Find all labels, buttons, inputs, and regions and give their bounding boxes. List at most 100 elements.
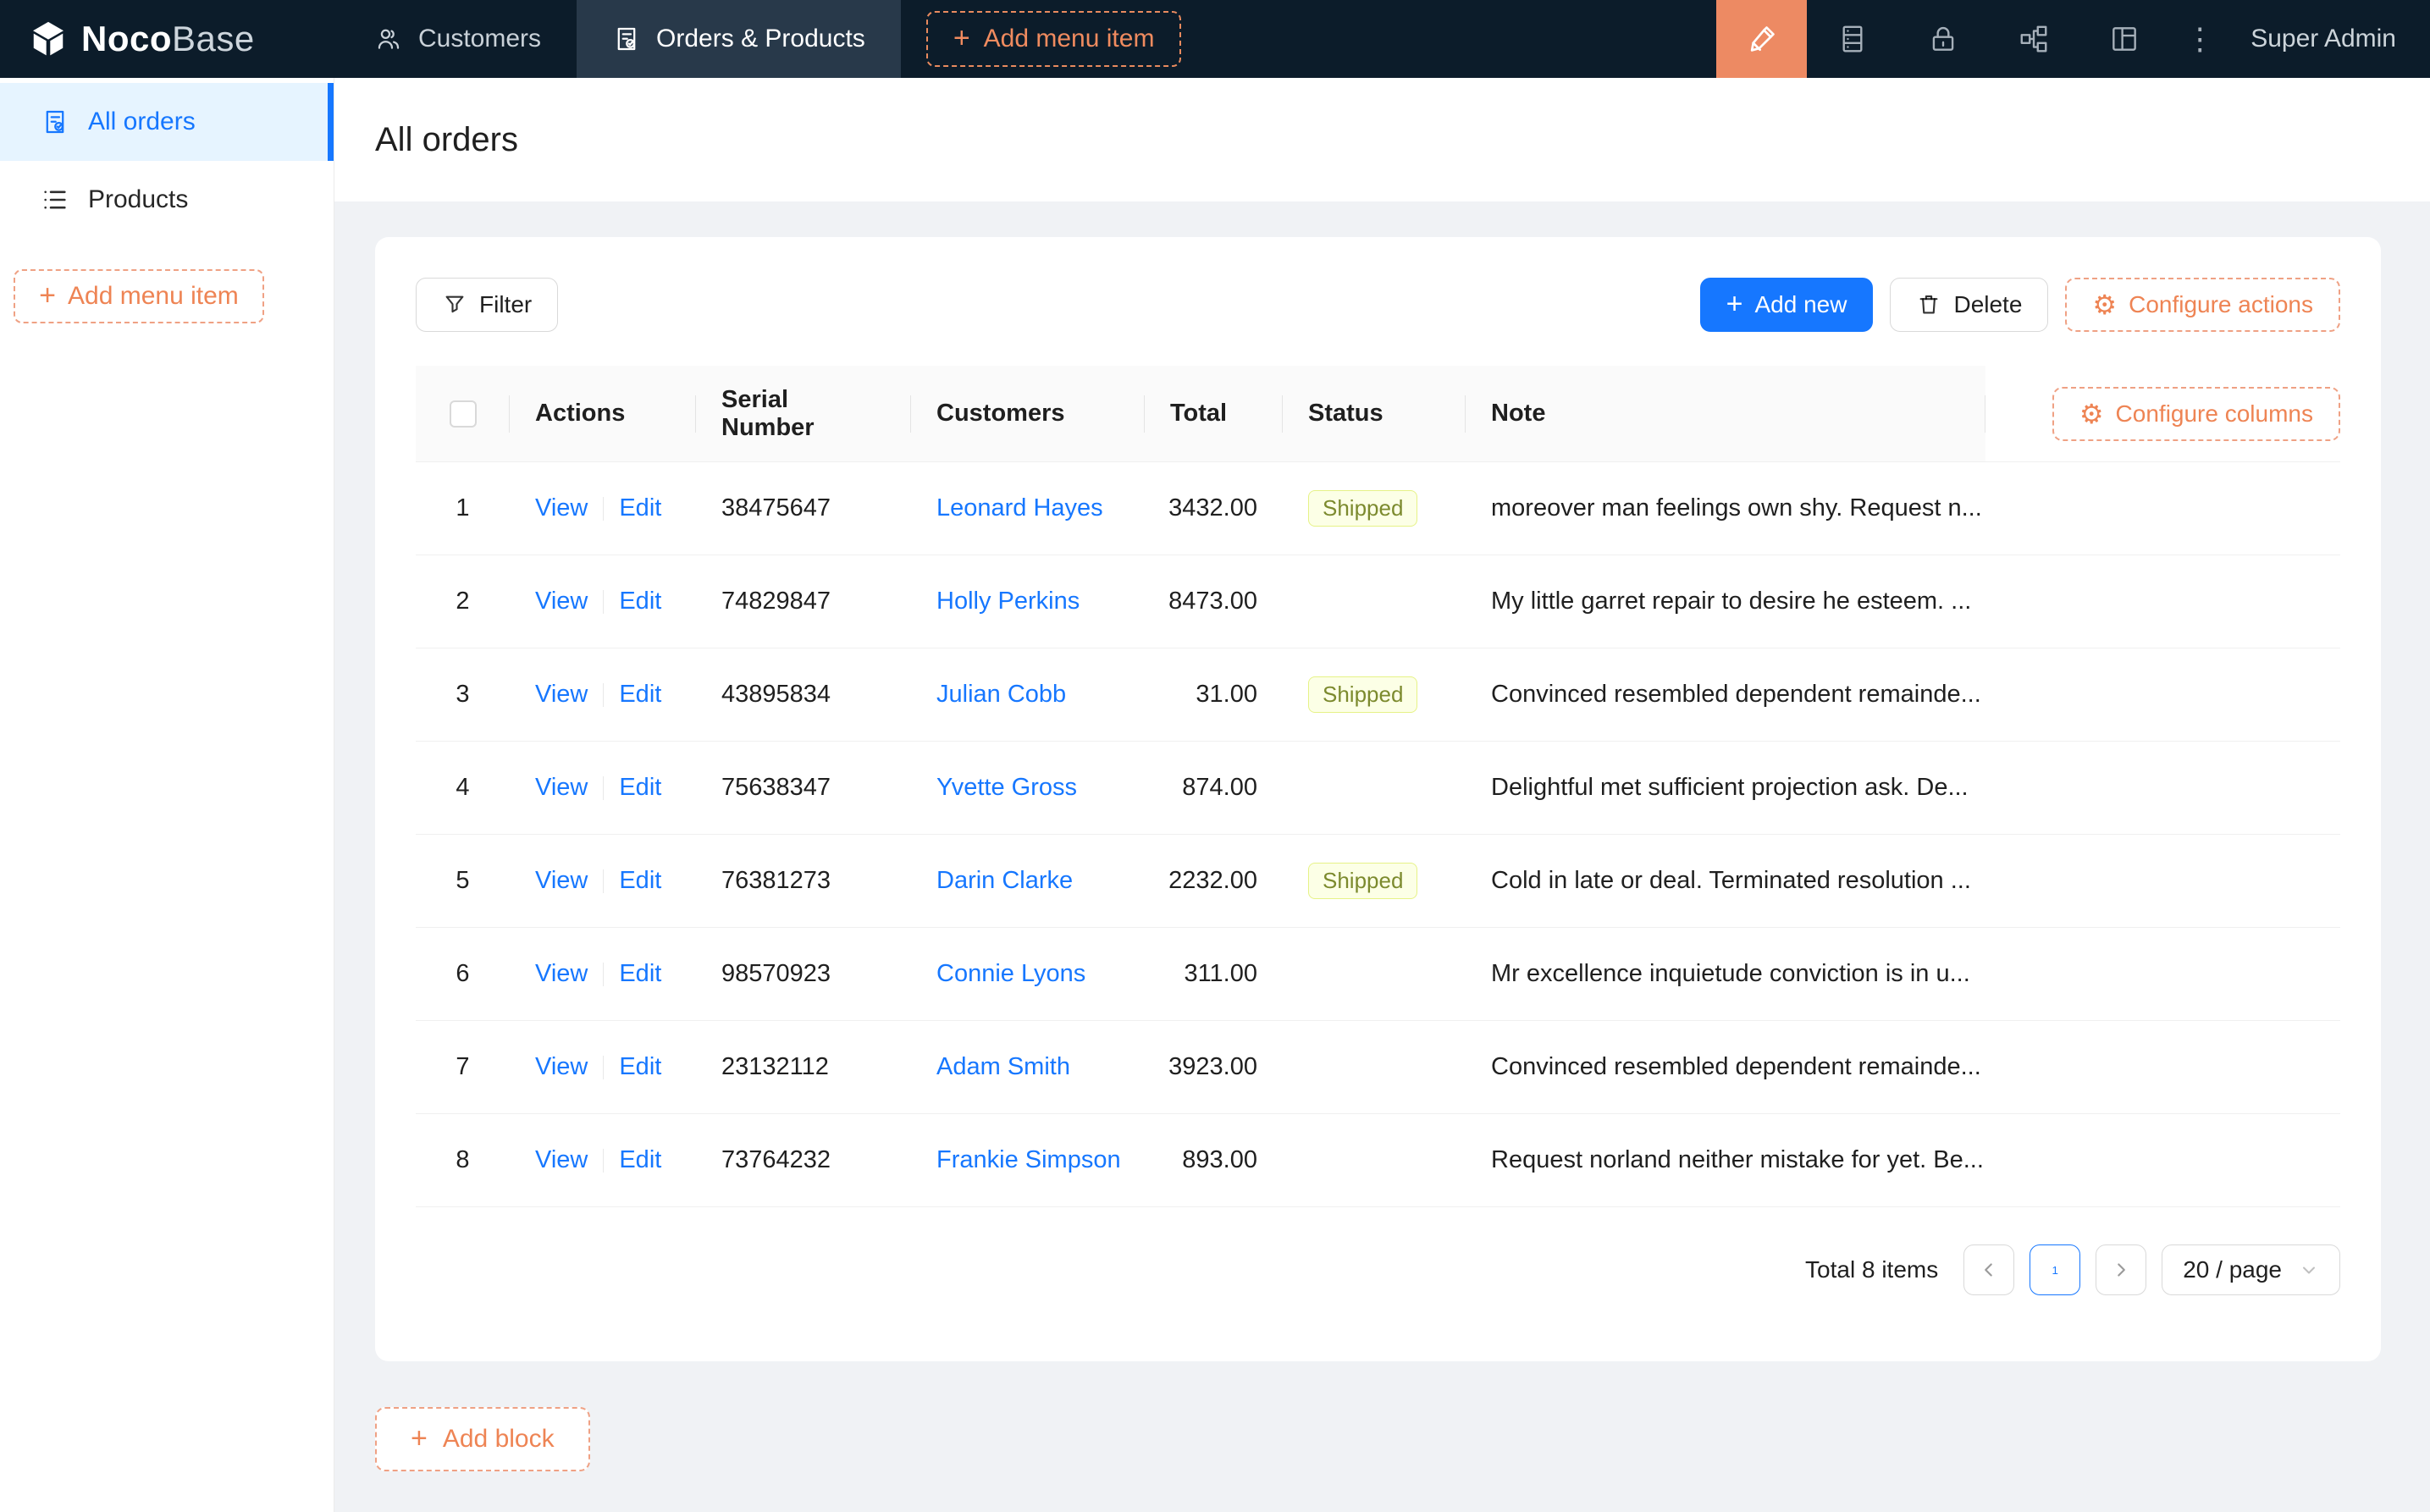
chevron-down-icon	[2299, 1260, 2319, 1280]
view-link[interactable]: View	[535, 1146, 588, 1173]
view-link[interactable]: View	[535, 867, 588, 894]
delete-button[interactable]: Delete	[1890, 278, 2049, 332]
column-header-customers[interactable]: Customers	[911, 366, 1145, 461]
serial-number-cell: 73764232	[721, 1146, 831, 1173]
add-menu-item-button-sidebar[interactable]: + Add menu item	[14, 269, 264, 323]
nav-item-customers[interactable]: Customers	[339, 0, 577, 78]
chevron-left-icon	[1978, 1259, 2000, 1281]
edit-link[interactable]: Edit	[619, 1053, 662, 1080]
note-cell: moreover man feelings own shy. Request n…	[1491, 494, 1982, 521]
previous-page-button[interactable]	[1963, 1244, 2015, 1295]
filter-button[interactable]: Filter	[416, 278, 559, 332]
row-index-cell[interactable]: 5	[416, 835, 510, 927]
row-index-cell[interactable]: 3	[416, 648, 510, 741]
customer-link[interactable]: Adam Smith	[936, 1053, 1070, 1080]
action-separator	[603, 1055, 605, 1079]
toolbar-right: + Add new Delete	[1699, 278, 2340, 332]
configure-actions-button[interactable]: ⚙ Configure actions	[2065, 278, 2340, 332]
action-separator	[603, 682, 605, 707]
sidebar-item-all-orders[interactable]: All orders	[0, 83, 334, 161]
row-index: 6	[456, 960, 470, 987]
status-cell	[1283, 928, 1466, 1020]
row-index-cell[interactable]: 4	[416, 742, 510, 834]
page-number-button[interactable]: 1	[2030, 1244, 2081, 1295]
column-header-serial-number[interactable]: Serial Number	[696, 366, 911, 461]
filter-funnel-icon	[442, 292, 467, 317]
row-actions-cell: View Edit	[510, 928, 696, 1020]
next-page-button[interactable]	[2096, 1244, 2147, 1295]
configure-columns-button[interactable]: ⚙ Configure columns	[2052, 386, 2340, 441]
customer-link[interactable]: Julian Cobb	[936, 681, 1067, 708]
row-index: 3	[456, 681, 470, 708]
serial-number-cell: 38475647	[721, 494, 831, 521]
table-row: 7 View Edit 23132112 Adam Smith 3923.00 …	[416, 1021, 2340, 1114]
view-link[interactable]: View	[535, 588, 588, 615]
row-index-cell[interactable]: 1	[416, 462, 510, 555]
view-link[interactable]: View	[535, 494, 588, 521]
sidebar-item-products[interactable]: Products	[0, 161, 334, 239]
status-cell	[1283, 742, 1466, 834]
edit-link[interactable]: Edit	[619, 774, 662, 801]
serial-number-cell: 23132112	[721, 1053, 829, 1080]
row-index-cell[interactable]: 7	[416, 1021, 510, 1113]
topbar: NocoBase Customers	[0, 0, 2430, 78]
column-header-actions[interactable]: Actions	[510, 366, 696, 461]
edit-link[interactable]: Edit	[619, 681, 662, 708]
nav-item-orders-products[interactable]: Orders & Products	[577, 0, 901, 78]
note-cell: Delightful met sufficient projection ask…	[1491, 774, 1969, 801]
orders-document-check-icon	[612, 25, 641, 53]
lock-icon[interactable]	[1897, 0, 1988, 78]
edit-link[interactable]: Edit	[619, 494, 662, 521]
view-link[interactable]: View	[535, 960, 588, 987]
customer-link[interactable]: Darin Clarke	[936, 867, 1074, 894]
add-block-button[interactable]: + Add block	[375, 1407, 590, 1471]
serial-number-cell: 74829847	[721, 588, 831, 615]
row-index-cell[interactable]: 8	[416, 1114, 510, 1206]
row-index-cell[interactable]: 6	[416, 928, 510, 1020]
note-cell: Cold in late or deal. Terminated resolut…	[1491, 867, 1971, 894]
customer-cell: Holly Perkins	[911, 555, 1145, 648]
more-ellipsis-icon[interactable]: ⋮	[2184, 21, 2216, 56]
table-row: 5 View Edit 76381273 Darin Clarke 2232.0…	[416, 835, 2340, 928]
view-link[interactable]: View	[535, 1053, 588, 1080]
row-index-cell[interactable]: 2	[416, 555, 510, 648]
row-actions-cell: View Edit	[510, 742, 696, 834]
workflow-sitemap-icon[interactable]	[1988, 0, 2079, 78]
edit-link[interactable]: Edit	[619, 960, 662, 987]
collections-database-icon[interactable]	[1807, 0, 1897, 78]
note-cell: Convinced resembled dependent remainde..…	[1491, 681, 1981, 708]
ui-editor-pen-icon[interactable]	[1716, 0, 1808, 78]
main-area: All orders Filter	[334, 78, 2430, 1512]
layout-icon[interactable]	[2079, 0, 2169, 78]
page-size-select[interactable]: 20 / page	[2162, 1244, 2340, 1295]
customer-link[interactable]: Connie Lyons	[936, 960, 1086, 987]
customer-link[interactable]: Leonard Hayes	[936, 494, 1103, 521]
select-all-checkbox[interactable]	[449, 400, 477, 428]
customer-link[interactable]: Holly Perkins	[936, 588, 1080, 615]
status-cell: Shipped	[1283, 648, 1466, 741]
view-link[interactable]: View	[535, 681, 588, 708]
view-link[interactable]: View	[535, 774, 588, 801]
edit-link[interactable]: Edit	[619, 867, 662, 894]
column-header-note[interactable]: Note	[1466, 366, 1985, 461]
customer-link[interactable]: Frankie Simpson	[936, 1146, 1121, 1173]
customer-link[interactable]: Yvette Gross	[936, 774, 1078, 801]
note-cell: Mr excellence inquietude conviction is i…	[1491, 960, 1970, 987]
add-new-button[interactable]: + Add new	[1699, 278, 1874, 332]
edit-link[interactable]: Edit	[619, 588, 662, 615]
edit-link[interactable]: Edit	[619, 1146, 662, 1173]
total-cell: 31.00	[1196, 681, 1257, 708]
column-header-status[interactable]: Status	[1283, 366, 1466, 461]
content-area: Filter + Add new	[334, 201, 2430, 1512]
user-name[interactable]: Super Admin	[2251, 25, 2396, 52]
pagination-total: Total 8 items	[1805, 1256, 1939, 1283]
table-row: 1 View Edit 38475647 Leonard Hayes 3432.…	[416, 462, 2340, 555]
sidebar-item-label: Products	[88, 185, 189, 213]
total-cell: 311.00	[1184, 960, 1257, 987]
add-menu-item-button-topbar[interactable]: + Add menu item	[925, 11, 1182, 67]
column-header-total[interactable]: Total	[1145, 366, 1283, 461]
row-actions-cell: View Edit	[510, 648, 696, 741]
topbar-right: ⋮ Super Admin	[1716, 0, 2430, 78]
trash-icon	[1916, 292, 1941, 317]
status-cell: Shipped	[1283, 835, 1466, 927]
